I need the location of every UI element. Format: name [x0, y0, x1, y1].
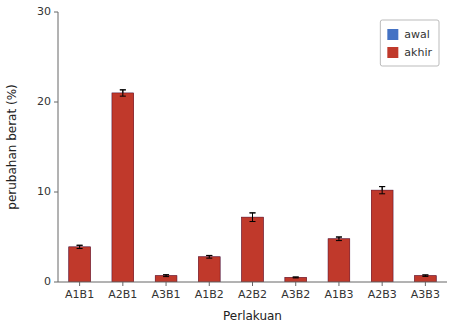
bar [242, 217, 264, 282]
error-bar [336, 237, 342, 241]
legend-label: akhir [404, 46, 432, 59]
x-tick-label: A2B2 [238, 288, 267, 301]
bar [112, 93, 134, 282]
bar [242, 217, 264, 282]
x-axis-label: Perlakuan [223, 309, 282, 323]
bar [198, 257, 220, 282]
x-tick [209, 282, 210, 286]
y-tick [54, 102, 58, 103]
error-bar [422, 275, 428, 276]
bar [69, 247, 91, 282]
bar [328, 239, 350, 282]
error-bar [293, 277, 299, 279]
bar [155, 276, 177, 282]
x-tick-label: A1B3 [324, 288, 353, 301]
legend-swatch [387, 47, 398, 58]
bar [112, 93, 134, 282]
x-tick-label: A1B2 [195, 288, 224, 301]
x-tick-label: A1B1 [65, 288, 94, 301]
y-tick [54, 12, 58, 13]
legend-label: awal [404, 28, 430, 41]
x-tick [122, 282, 123, 286]
bar [285, 278, 307, 283]
error-bar [293, 277, 299, 279]
bar [328, 239, 350, 282]
y-tick [54, 192, 58, 193]
y-axis-label: perubahan berat (%) [5, 84, 19, 209]
x-tick [425, 282, 426, 286]
x-tick-label: A2B1 [108, 288, 137, 301]
x-tick-label: A3B1 [152, 288, 181, 301]
plot-area [69, 90, 436, 282]
bar [415, 276, 437, 282]
y-tick-label: 10 [37, 185, 51, 198]
legend: awal akhir [380, 20, 439, 66]
x-tick [338, 282, 339, 286]
x-tick-label: A3B3 [411, 288, 440, 301]
bar [415, 276, 437, 282]
bar [371, 190, 393, 282]
chart: 0 10 20 30 A1B1 A2B1 A3B1 A1B2 A2B2 A3B2 A1B3 A2B3 A… [0, 0, 459, 328]
legend-swatch [387, 29, 398, 40]
bar [285, 278, 307, 283]
error-bar [379, 187, 385, 194]
x-tick [252, 282, 253, 286]
x-tick-label: A2B3 [368, 288, 397, 301]
x-tick [382, 282, 383, 286]
series-1 [69, 90, 436, 282]
legend-box [380, 20, 439, 66]
x-tick-label: A3B2 [281, 288, 310, 301]
series-0 [69, 90, 436, 282]
bar [198, 257, 220, 282]
error-bar [250, 213, 256, 222]
x-tick [166, 282, 167, 286]
y-tick-label: 20 [37, 95, 51, 108]
y-axis [58, 12, 59, 282]
error-bar [77, 245, 83, 248]
y-tick [54, 282, 58, 283]
bar [69, 247, 91, 282]
y-tick-label: 30 [37, 5, 51, 18]
x-tick [295, 282, 296, 286]
x-tick [79, 282, 80, 286]
bar [371, 190, 393, 282]
y-tick-label: 0 [44, 275, 51, 288]
error-bar [120, 90, 126, 96]
bar [155, 276, 177, 282]
error-bar [163, 275, 169, 277]
error-bar [206, 255, 212, 258]
